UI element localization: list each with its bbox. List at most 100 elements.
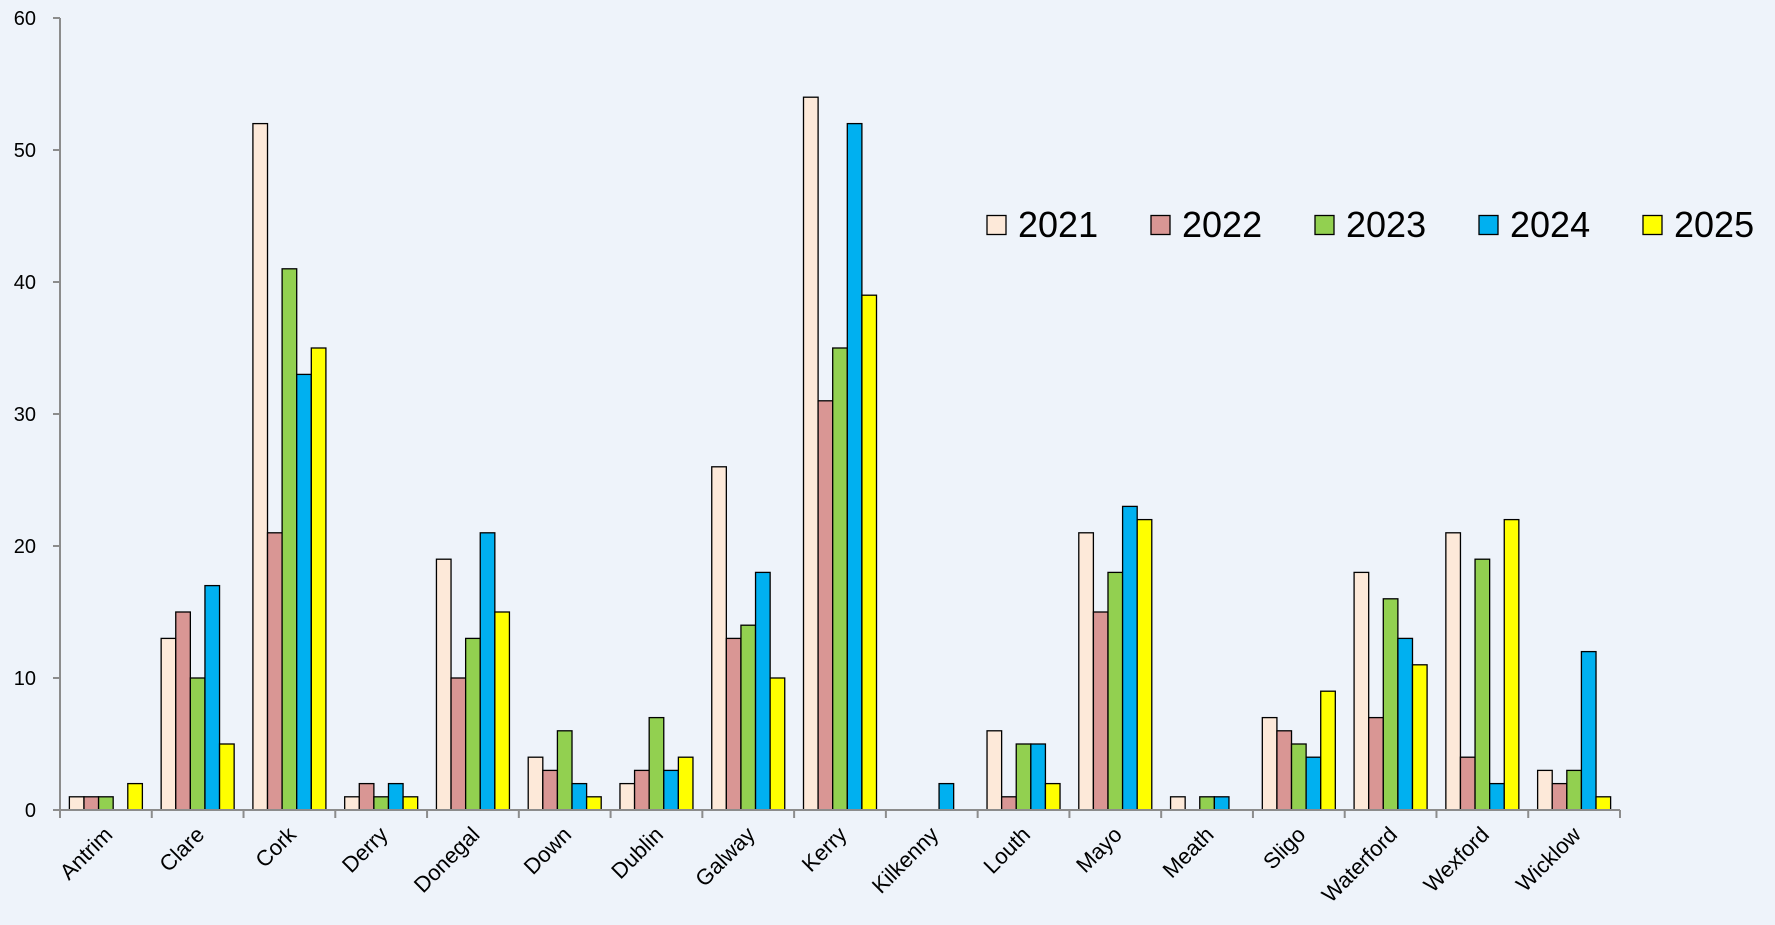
bar-clare-2024	[204, 584, 221, 811]
bar-louth-2021	[986, 730, 1003, 811]
bar-down-2024	[571, 782, 588, 811]
bar-wicklow-2021	[1536, 769, 1553, 811]
bar-louth-2023	[1015, 743, 1032, 811]
bar-waterford-2025	[1411, 664, 1428, 811]
legend-swatch-2023	[1314, 214, 1335, 236]
bar-antrim-2023	[97, 796, 114, 811]
legend-label-2022: 2022	[1182, 204, 1262, 245]
x-tick-label-galway: Galway	[690, 822, 760, 892]
bar-derry-2024	[387, 782, 404, 811]
bar-wexford-2021	[1445, 532, 1462, 811]
bar-antrim-2025	[127, 782, 144, 811]
bar-down-2022	[542, 769, 559, 811]
bar-wexford-2025	[1503, 518, 1520, 811]
x-tick-label-louth: Louth	[978, 822, 1035, 879]
bar-mayo-2022	[1092, 611, 1109, 811]
bar-dublin-2023	[648, 716, 665, 811]
bar-meath-2023	[1199, 796, 1216, 811]
x-tick-label-meath: Meath	[1158, 822, 1219, 883]
bar-kilkenny-2024	[938, 782, 955, 811]
bar-waterford-2024	[1397, 637, 1414, 811]
bar-wicklow-2022	[1551, 782, 1568, 811]
bar-wexford-2024	[1489, 782, 1505, 811]
y-tick-label: 60	[14, 8, 36, 30]
bar-wexford-2023	[1474, 558, 1491, 811]
y-tick-label: 10	[14, 668, 36, 690]
bar-derry-2021	[344, 796, 360, 811]
bar-donegal-2023	[464, 637, 481, 811]
y-axis: 0 10 20 30 40 50 60	[14, 8, 61, 822]
bar-sligo-2024	[1305, 756, 1322, 811]
bar-kerry-2025	[861, 294, 878, 811]
bar-cork-2025	[310, 347, 327, 811]
bar-down-2021	[527, 756, 544, 811]
x-tick-label-wexford: Wexford	[1419, 822, 1494, 897]
x-tick-label-antrim: Antrim	[55, 822, 118, 885]
bar-donegal-2024	[479, 532, 496, 811]
x-tick-label-donegal: Donegal	[409, 822, 485, 898]
bar-kerry-2023	[832, 347, 848, 811]
x-tick-label-derry: Derry	[337, 822, 393, 878]
bar-donegal-2022	[450, 677, 467, 811]
bar-galway-2023	[740, 624, 757, 811]
bar-cork-2024	[296, 373, 312, 811]
y-tick-label: 20	[14, 536, 36, 558]
bar-clare-2021	[160, 637, 177, 811]
bar-cork-2021	[252, 122, 269, 811]
bar-derry-2023	[373, 796, 390, 811]
bar-down-2025	[585, 796, 602, 811]
bar-wicklow-2023	[1566, 769, 1583, 811]
bar-derry-2022	[358, 782, 375, 811]
bar-dublin-2024	[663, 769, 680, 811]
bar-mayo-2023	[1107, 571, 1124, 811]
bar-wicklow-2024	[1580, 650, 1597, 811]
bar-cork-2023	[281, 268, 298, 811]
bar-dublin-2025	[677, 756, 694, 811]
bar-mayo-2021	[1078, 532, 1095, 811]
bar-down-2023	[556, 730, 573, 811]
bar-clare-2022	[175, 611, 192, 811]
x-tick-label-mayo: Mayo	[1071, 822, 1127, 878]
x-tick-label-cork: Cork	[250, 821, 301, 872]
y-tick-label: 40	[14, 272, 36, 294]
legend-label-2025: 2025	[1674, 204, 1754, 245]
legend: 2021 2022 2023 2024 2025	[986, 204, 1754, 245]
bar-wexford-2022	[1459, 756, 1476, 811]
bar-galway-2025	[769, 677, 786, 811]
bar-kerry-2022	[817, 400, 834, 811]
x-tick-label-kerry: Kerry	[797, 822, 852, 877]
bar-antrim-2022	[83, 796, 100, 811]
bar-dublin-2022	[633, 769, 650, 811]
bar-galway-2024	[754, 571, 771, 811]
legend-swatch-2021	[986, 214, 1007, 236]
y-tick-label: 50	[14, 140, 36, 162]
y-tick-label: 0	[25, 800, 36, 822]
bar-derry-2025	[402, 796, 419, 811]
bar-sligo-2021	[1261, 716, 1278, 811]
legend-label-2024: 2024	[1510, 204, 1590, 245]
bar-louth-2024	[1030, 743, 1047, 811]
x-tick-label-wicklow: Wicklow	[1511, 822, 1586, 897]
bar-dublin-2021	[619, 782, 636, 811]
x-tick-label-kilkenny: Kilkenny	[867, 822, 943, 898]
bar-kerry-2024	[846, 122, 863, 811]
x-tick-label-waterford: Waterford	[1317, 822, 1402, 907]
bar-antrim-2021	[68, 796, 85, 811]
bar-donegal-2021	[435, 558, 452, 811]
bar-kerry-2021	[802, 96, 819, 811]
legend-swatch-2025	[1642, 214, 1663, 236]
bar-louth-2022	[1000, 796, 1017, 811]
x-tick-label-dublin: Dublin	[606, 822, 668, 884]
x-tick-label-down: Down	[519, 822, 576, 879]
bar-meath-2021	[1169, 796, 1186, 811]
bar-galway-2021	[711, 466, 727, 811]
bar-meath-2024	[1213, 796, 1230, 811]
bar-clare-2023	[189, 677, 206, 811]
bar-cork-2022	[266, 532, 283, 811]
legend-swatch-2024	[1478, 214, 1499, 236]
x-tick-label-clare: Clare	[154, 822, 209, 877]
bar-sligo-2023	[1290, 743, 1307, 811]
x-axis: Antrim Clare Cork Derry Donegal Down Dublin Gal…	[55, 809, 1621, 907]
bar-mayo-2024	[1121, 505, 1138, 811]
